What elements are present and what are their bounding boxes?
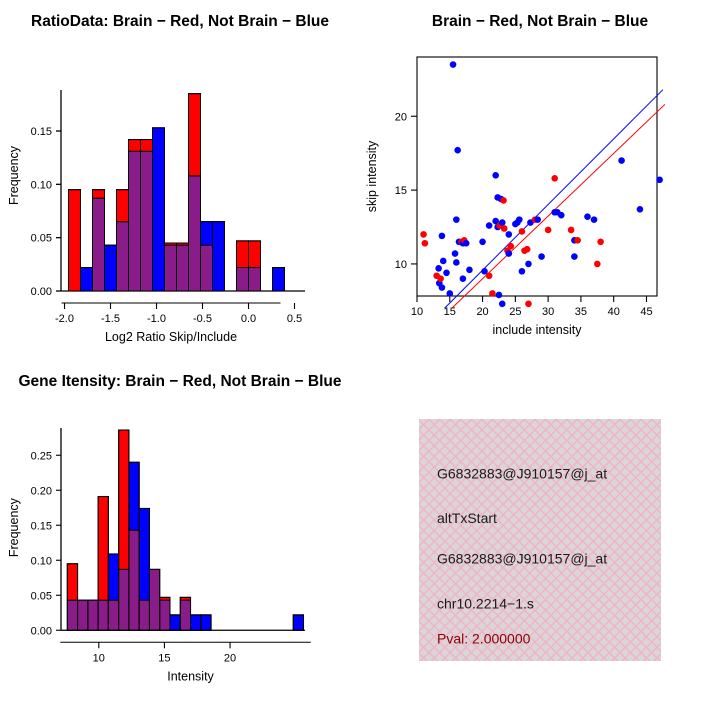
svg-text:0.5: 0.5 <box>287 313 302 325</box>
svg-text:Intensity: Intensity <box>167 669 214 683</box>
svg-text:0.25: 0.25 <box>31 450 52 462</box>
svg-text:0.00: 0.00 <box>31 625 52 637</box>
svg-text:10: 10 <box>395 259 407 271</box>
svg-text:include intensity: include intensity <box>493 323 583 337</box>
svg-text:RatioData: Brain − Red, Not Br: RatioData: Brain − Red, Not Brain − Blue <box>31 13 329 30</box>
svg-text:Gene Itensity: Brain − Red, No: Gene Itensity: Brain − Red, Not Brain − … <box>19 373 342 390</box>
svg-text:20: 20 <box>224 652 236 664</box>
svg-text:10: 10 <box>93 652 105 664</box>
svg-text:45: 45 <box>640 306 652 318</box>
svg-text:0.05: 0.05 <box>31 590 52 602</box>
svg-text:Frequency: Frequency <box>7 497 21 557</box>
svg-text:0.10: 0.10 <box>31 179 52 191</box>
svg-text:15: 15 <box>395 185 407 197</box>
svg-text:Frequency: Frequency <box>7 145 21 205</box>
svg-text:chr10.2214−1.s: chr10.2214−1.s <box>437 596 534 612</box>
svg-text:20: 20 <box>476 306 488 318</box>
svg-text:35: 35 <box>575 306 587 318</box>
svg-text:20: 20 <box>395 111 407 123</box>
svg-text:G6832883@J910157@j_at: G6832883@J910157@j_at <box>437 466 607 482</box>
svg-text:skip intensity: skip intensity <box>365 140 379 212</box>
svg-text:G6832883@J910157@j_at: G6832883@J910157@j_at <box>437 551 607 567</box>
svg-text:0.20: 0.20 <box>31 485 52 497</box>
svg-text:0.10: 0.10 <box>31 555 52 567</box>
svg-text:-0.5: -0.5 <box>193 313 212 325</box>
svg-text:25: 25 <box>509 306 521 318</box>
svg-text:40: 40 <box>608 306 620 318</box>
svg-text:-1.5: -1.5 <box>101 313 120 325</box>
svg-text:0.0: 0.0 <box>241 313 256 325</box>
svg-text:10: 10 <box>411 306 423 318</box>
svg-text:0.00: 0.00 <box>31 286 52 298</box>
svg-text:30: 30 <box>542 306 554 318</box>
svg-text:Log2 Ratio Skip/Include: Log2 Ratio Skip/Include <box>105 330 237 344</box>
svg-text:-1.0: -1.0 <box>147 313 166 325</box>
svg-text:Brain − Red, Not Brain − Blue: Brain − Red, Not Brain − Blue <box>432 13 649 30</box>
svg-text:0.15: 0.15 <box>31 126 52 138</box>
svg-text:0.05: 0.05 <box>31 233 52 245</box>
svg-text:15: 15 <box>158 652 170 664</box>
svg-text:-2.0: -2.0 <box>55 313 74 325</box>
svg-text:Pval: 2.000000: Pval: 2.000000 <box>437 631 531 647</box>
svg-text:0.15: 0.15 <box>31 520 52 532</box>
svg-text:altTxStart: altTxStart <box>437 510 497 526</box>
